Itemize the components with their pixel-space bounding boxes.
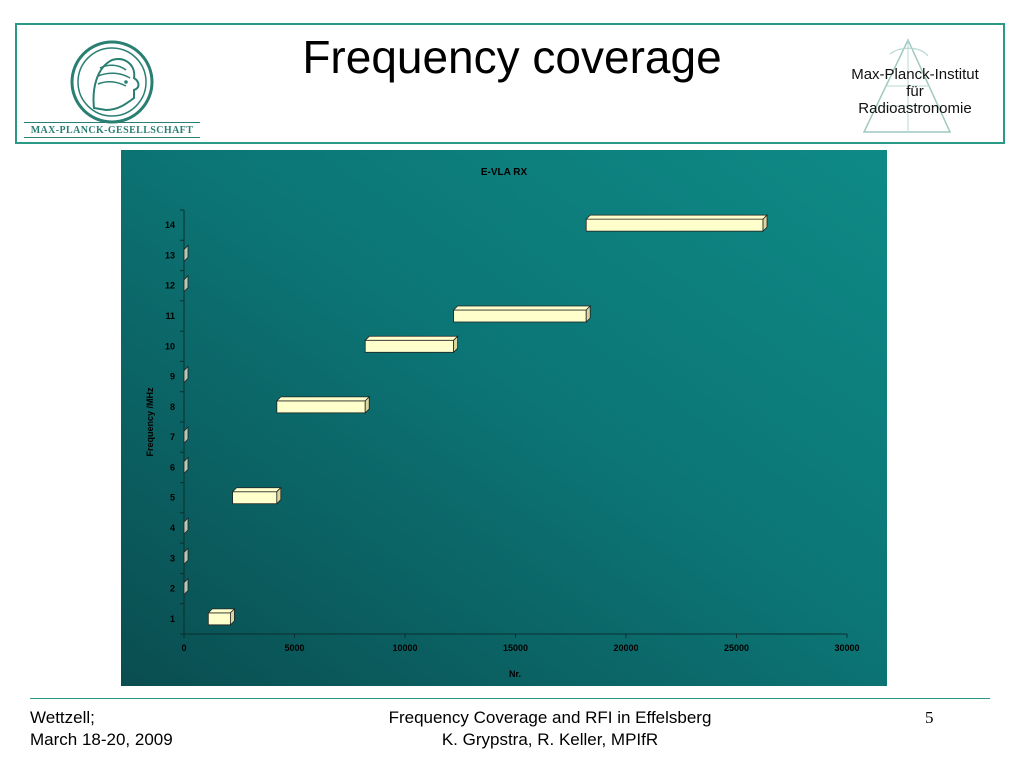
page-number: 5 — [925, 708, 934, 727]
x-tick-label: 10000 — [392, 643, 417, 653]
bar-side-11 — [585, 305, 591, 323]
mpg-rule-top — [24, 122, 200, 123]
mpifr-line-3: Radioastronomie — [858, 100, 972, 117]
bar-top-10 — [364, 335, 459, 341]
x-tick-label: 25000 — [724, 643, 749, 653]
bar-stub-7 — [183, 426, 189, 445]
y-tick-label: 7 — [170, 432, 175, 442]
footer-talk-authors: K. Grypstra, R. Keller, MPIfR — [441, 730, 659, 749]
x-tick-label: 0 — [181, 643, 186, 653]
bar-top-11 — [452, 305, 592, 311]
y-tick-label: 14 — [165, 220, 175, 230]
y-tick-label: 11 — [165, 311, 175, 321]
chart-background — [121, 150, 887, 686]
bar-side-5 — [276, 486, 282, 505]
y-tick-label: 6 — [170, 462, 175, 472]
bar-stub-3 — [183, 547, 189, 566]
header-frame — [15, 23, 1005, 144]
chart-title: E-VLA RX — [481, 167, 528, 178]
y-tick-label: 1 — [170, 614, 175, 624]
bar-top-14 — [585, 214, 768, 220]
bar-5 — [232, 491, 278, 505]
footer-venue-line-1: Wettzell; — [30, 708, 95, 727]
bar-side-1 — [230, 607, 235, 626]
bar-stub-2 — [183, 577, 189, 596]
bar-top-8 — [275, 396, 371, 402]
x-axis-label: Nr. — [509, 669, 521, 679]
x-tick-label: 30000 — [834, 643, 859, 653]
y-tick-label: 10 — [165, 341, 175, 351]
y-tick-label: 13 — [165, 250, 175, 260]
bar-side-8 — [364, 395, 370, 414]
footer-rule — [30, 698, 990, 699]
footer-venue: Wettzell; March 18-20, 2009 — [30, 707, 173, 751]
y-tick-label: 12 — [165, 281, 175, 291]
y-tick-label: 5 — [170, 493, 175, 503]
footer-talk: Frequency Coverage and RFI in Effelsberg… — [260, 707, 840, 751]
bar-top-5 — [231, 487, 282, 493]
mpg-name: MAX-PLANCK-GESELLSCHAFT — [30, 125, 194, 136]
bar-stub-6 — [183, 456, 189, 475]
footer-venue-line-2: March 18-20, 2009 — [30, 730, 173, 749]
y-axis-label: Frequency /MHz — [145, 387, 155, 457]
bar-1 — [207, 612, 231, 626]
x-tick-label: 5000 — [284, 643, 304, 653]
chart-panel: E-VLA RX Nr. Frequency /MHz 1 2 3 4 5 6 7 8 9 10 11 12… — [121, 150, 887, 686]
bar-11 — [453, 309, 587, 323]
antenna-triangle-icon — [862, 38, 952, 133]
page-title: Frequency coverage — [302, 31, 722, 83]
bar-stub-12 — [183, 274, 189, 293]
bar-stub-9 — [183, 365, 189, 384]
bar-10 — [364, 339, 455, 353]
footer-talk-title: Frequency Coverage and RFI in Effelsberg — [388, 708, 712, 727]
y-tick-label: 3 — [170, 553, 175, 563]
bar-14 — [585, 218, 764, 232]
bar-stub-4 — [183, 517, 189, 535]
mpifr-name: Max-Planck-Institut für Radioastronomie — [840, 66, 990, 117]
y-tick-label: 8 — [170, 402, 175, 412]
mpifr-line-2: für — [906, 83, 924, 100]
bar-side-14 — [762, 214, 768, 233]
bar-side-10 — [453, 335, 459, 354]
x-tick-label: 20000 — [613, 643, 638, 653]
bar-stub-13 — [183, 244, 189, 263]
mpg-rule-bottom — [24, 137, 200, 138]
y-tick-label: 2 — [170, 584, 175, 594]
mpifr-logo — [830, 36, 1000, 140]
mpifr-line-1: Max-Planck-Institut — [851, 66, 979, 83]
y-tick-label: 4 — [170, 523, 175, 533]
y-tick-label: 9 — [170, 372, 175, 382]
bar-8 — [276, 400, 366, 414]
x-tick-label: 15000 — [503, 643, 528, 653]
